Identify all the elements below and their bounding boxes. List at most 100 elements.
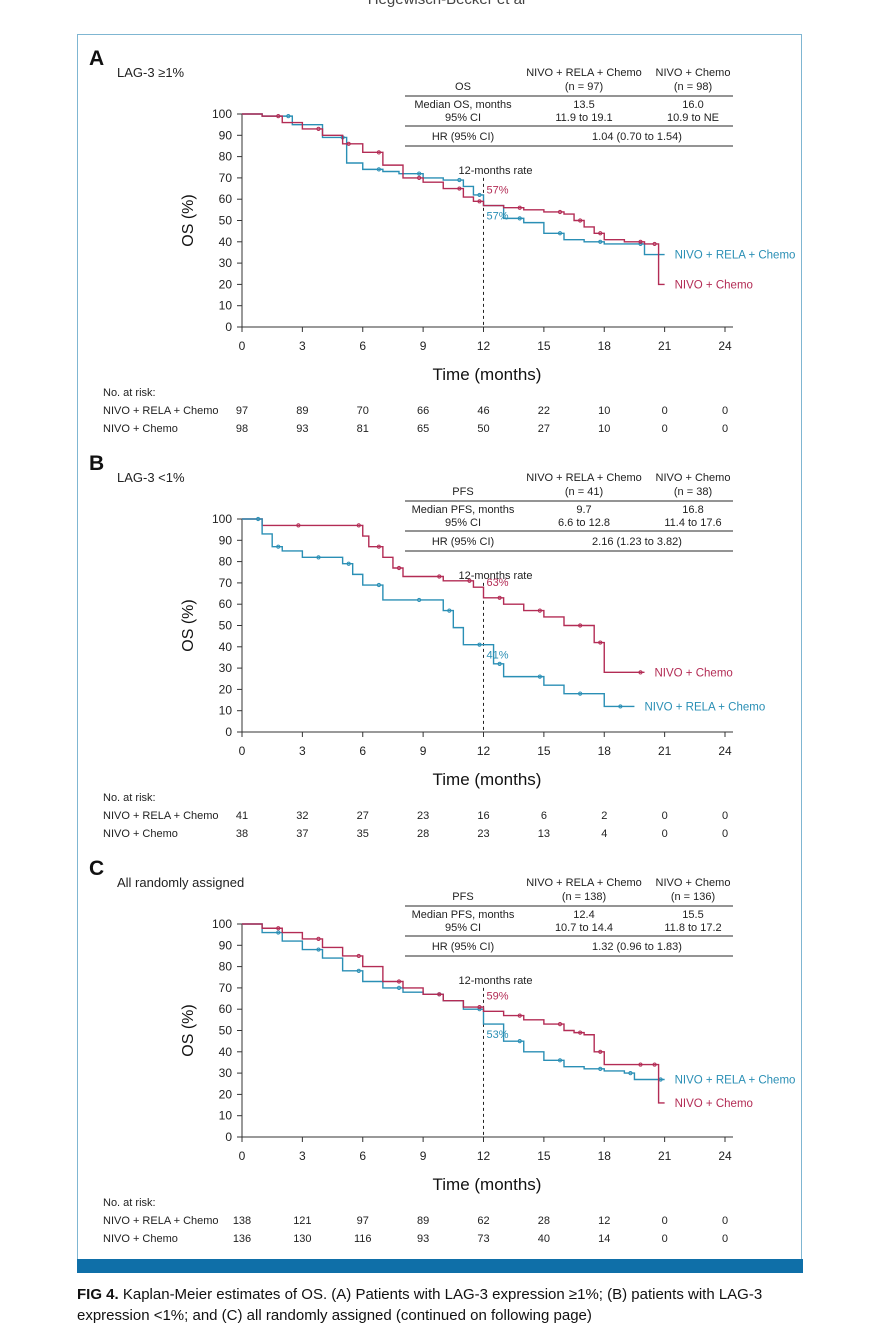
at-risk-count: 41: [236, 810, 248, 822]
censor-mark: [578, 691, 583, 696]
row2-col1: 10.7 to 14.4: [555, 922, 613, 934]
col1-head: NIVO + RELA + Chemo: [526, 472, 642, 484]
curve-label: NIVO + RELA + Chemo: [675, 250, 796, 262]
at-risk-title: No. at risk:: [103, 792, 156, 804]
censor-mark: [346, 141, 351, 146]
summary-table: NIVO + RELA + Chemo NIVO + Chemo (n = 97) O…: [405, 67, 733, 147]
at-risk-count: 0: [722, 423, 728, 435]
rate-value: 53%: [487, 1029, 509, 1041]
x-tick-label: 18: [598, 744, 612, 758]
col1-n: (n = 97): [565, 81, 603, 93]
censor-mark: [286, 114, 291, 119]
censor-mark: [356, 523, 361, 528]
y-tick-label: 30: [219, 1066, 233, 1080]
panel-c: C All randomly assigned NIVO + RELA + Chem…: [89, 857, 795, 1245]
y-tick-label: 60: [219, 192, 233, 206]
y-tick-label: 90: [219, 533, 233, 547]
at-risk-count: 65: [417, 423, 429, 435]
censor-mark: [276, 930, 281, 935]
censor-mark: [356, 968, 361, 973]
censor-mark: [537, 608, 542, 613]
censor-mark: [376, 582, 381, 588]
at-risk-count: 89: [417, 1215, 429, 1227]
censor-mark: [618, 704, 623, 709]
y-tick-label: 90: [219, 128, 233, 142]
y-tick-label: 70: [219, 171, 233, 185]
y-tick-label: 0: [225, 725, 232, 739]
censor-mark: [477, 642, 482, 647]
x-tick-label: 15: [537, 744, 551, 758]
censor-mark: [396, 985, 402, 991]
at-risk-count: 32: [296, 810, 308, 822]
censor-mark: [638, 239, 643, 244]
y-tick-label: 50: [219, 1024, 233, 1038]
col1-head: NIVO + RELA + Chemo: [526, 877, 642, 889]
at-risk-count: 40: [538, 1233, 550, 1245]
x-tick-label: 3: [299, 744, 306, 758]
x-tick-label: 15: [537, 1149, 551, 1163]
at-risk-table: No. at risk:NIVO + RELA + Chemo 41 32 27 23 1…: [103, 792, 728, 840]
y-tick-label: 50: [219, 619, 233, 633]
censor-mark: [276, 926, 281, 931]
rate-value: 41%: [487, 650, 509, 662]
col1-head: NIVO + RELA + Chemo: [526, 67, 642, 79]
at-risk-count: 97: [236, 405, 248, 417]
censor-mark: [578, 218, 583, 223]
censor-mark: [598, 1066, 603, 1071]
series-nivo-rela-chemo: NIVO + RELA + Chemo 53%: [242, 923, 796, 1086]
figure-caption: FIG 4. Kaplan-Meier estimates of OS. (A)…: [77, 1284, 807, 1326]
curve-label: NIVO + Chemo: [675, 279, 753, 291]
censor-mark: [537, 674, 542, 679]
censor-mark: [638, 1062, 643, 1067]
at-risk-count: 89: [296, 405, 308, 417]
censor-mark: [477, 1004, 482, 1010]
rate-label: 12-months rate: [459, 570, 533, 582]
y-tick-label: 10: [219, 299, 233, 313]
survival-curve: [242, 923, 665, 1104]
panel-subtitle: LAG-3 <1%: [117, 470, 185, 485]
at-risk-row-label: NIVO + RELA + Chemo: [103, 405, 219, 417]
curve-label: NIVO + RELA + Chemo: [675, 1074, 796, 1086]
at-risk-count: 23: [477, 828, 489, 840]
summary-table: NIVO + RELA + Chemo NIVO + Chemo (n = 138)…: [405, 877, 733, 957]
censor-mark: [497, 595, 502, 600]
censor-mark: [376, 544, 381, 549]
row1-col1: 9.7: [576, 504, 591, 516]
at-risk-title: No. at risk:: [103, 1197, 156, 1209]
series-nivo-chemo: NIVO + Chemo 57%: [242, 113, 753, 291]
y-tick-label: 40: [219, 235, 233, 249]
survival-curve: [242, 518, 645, 674]
at-risk-count: 93: [296, 423, 308, 435]
curve-label: NIVO + RELA + Chemo: [644, 701, 765, 713]
rate-value: 57%: [487, 211, 509, 223]
panel-letter: C: [89, 857, 104, 880]
at-risk-count: 93: [417, 1233, 429, 1245]
at-risk-count: 28: [417, 828, 429, 840]
row1-label: Median OS, months: [414, 99, 512, 111]
at-risk-row-label: NIVO + Chemo: [103, 423, 178, 435]
x-tick-label: 24: [718, 339, 732, 353]
row2-col2: 11.8 to 17.2: [664, 922, 721, 934]
at-risk-count: 0: [662, 423, 668, 435]
row3-value: 1.04 (0.70 to 1.54): [592, 131, 682, 143]
survival-curve: [242, 518, 635, 708]
censor-mark: [376, 150, 381, 155]
x-tick-label: 24: [718, 744, 732, 758]
col2-n: (n = 98): [674, 81, 712, 93]
y-tick-label: 10: [219, 1109, 233, 1123]
at-risk-count: 0: [662, 810, 668, 822]
at-risk-count: 138: [233, 1215, 251, 1227]
y-tick-label: 70: [219, 981, 233, 995]
x-axis-title: Time (months): [433, 770, 542, 789]
censor-mark: [477, 192, 482, 198]
caption-label: FIG 4.: [77, 1286, 119, 1303]
row1-col2: 15.5: [682, 909, 703, 921]
summary-table: NIVO + RELA + Chemo NIVO + Chemo (n = 41) P…: [405, 472, 733, 552]
x-tick-label: 3: [299, 339, 306, 353]
x-tick-label: 6: [359, 744, 366, 758]
rate-value: 63%: [487, 577, 509, 589]
series-nivo-chemo: NIVO + Chemo 63%: [242, 518, 733, 679]
censor-mark: [557, 1022, 563, 1027]
row1-label: Median PFS, months: [412, 504, 515, 516]
censor-mark: [316, 936, 321, 942]
